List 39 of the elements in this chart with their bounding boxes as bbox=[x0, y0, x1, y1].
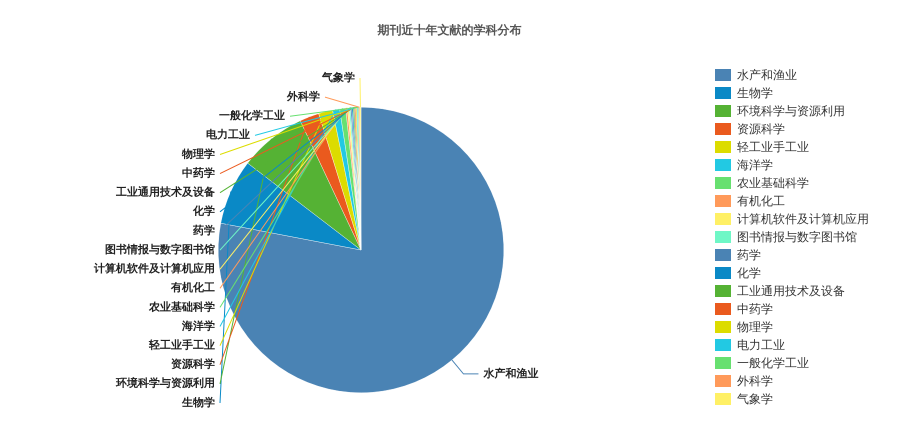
slice-label: 农业基础科学 bbox=[148, 300, 215, 314]
slice-label: 一般化学工业 bbox=[219, 109, 285, 122]
legend-label: 资源科学 bbox=[737, 120, 785, 138]
legend-label: 药学 bbox=[737, 246, 761, 264]
slice-label: 药学 bbox=[192, 224, 215, 237]
legend-label: 化学 bbox=[737, 264, 761, 282]
legend-label: 图书情报与数字图书馆 bbox=[737, 228, 857, 246]
chart-title: 期刊近十年文献的学科分布 bbox=[376, 22, 522, 39]
slice-label: 外科学 bbox=[286, 90, 320, 103]
legend-label: 环境科学与资源利用 bbox=[737, 102, 845, 120]
legend-label: 气象学 bbox=[737, 390, 773, 408]
legend-label: 水产和渔业 bbox=[737, 66, 797, 84]
slice-label: 化学 bbox=[192, 204, 215, 218]
slice-label: 生物学 bbox=[181, 396, 215, 409]
slice-label: 中药学 bbox=[182, 166, 215, 180]
slice-label: 电力工业 bbox=[206, 128, 250, 142]
legend-label: 工业通用技术及设备 bbox=[737, 282, 845, 300]
slice-label: 有机化工 bbox=[170, 281, 215, 294]
slice-label: 海洋学 bbox=[181, 319, 215, 332]
slice-label: 工业通用技术及设备 bbox=[115, 186, 215, 199]
slice-label: 气象学 bbox=[321, 70, 355, 84]
legend-label: 外科学 bbox=[737, 372, 773, 390]
category-label: 图书情报与数字图书馆 bbox=[105, 242, 215, 256]
legend-label: 中药学 bbox=[737, 300, 773, 318]
slice-label: 环境科学与资源利用 bbox=[115, 376, 215, 390]
legend-label: 物理学 bbox=[737, 318, 773, 336]
legend-label: 电力工业 bbox=[737, 336, 785, 354]
category-label: 计算机软件及计算机应用 bbox=[94, 262, 215, 276]
legend-label: 生物学 bbox=[737, 84, 773, 102]
legend-label: 有机化工 bbox=[737, 192, 785, 210]
slice-label: 物理学 bbox=[181, 147, 215, 160]
legend-label: 轻工业手工业 bbox=[737, 138, 809, 156]
slice-label: 资源科学 bbox=[171, 358, 215, 371]
legend-label: 一般化学工业 bbox=[737, 354, 809, 372]
legend-label: 计算机软件及计算机应用 bbox=[737, 210, 869, 228]
slice-label: 轻工业手工业 bbox=[148, 338, 215, 352]
legend-label: 海洋学 bbox=[737, 156, 773, 174]
legend-label: 农业基础科学 bbox=[737, 174, 809, 192]
slice-label: 水产和渔业 bbox=[482, 366, 538, 380]
